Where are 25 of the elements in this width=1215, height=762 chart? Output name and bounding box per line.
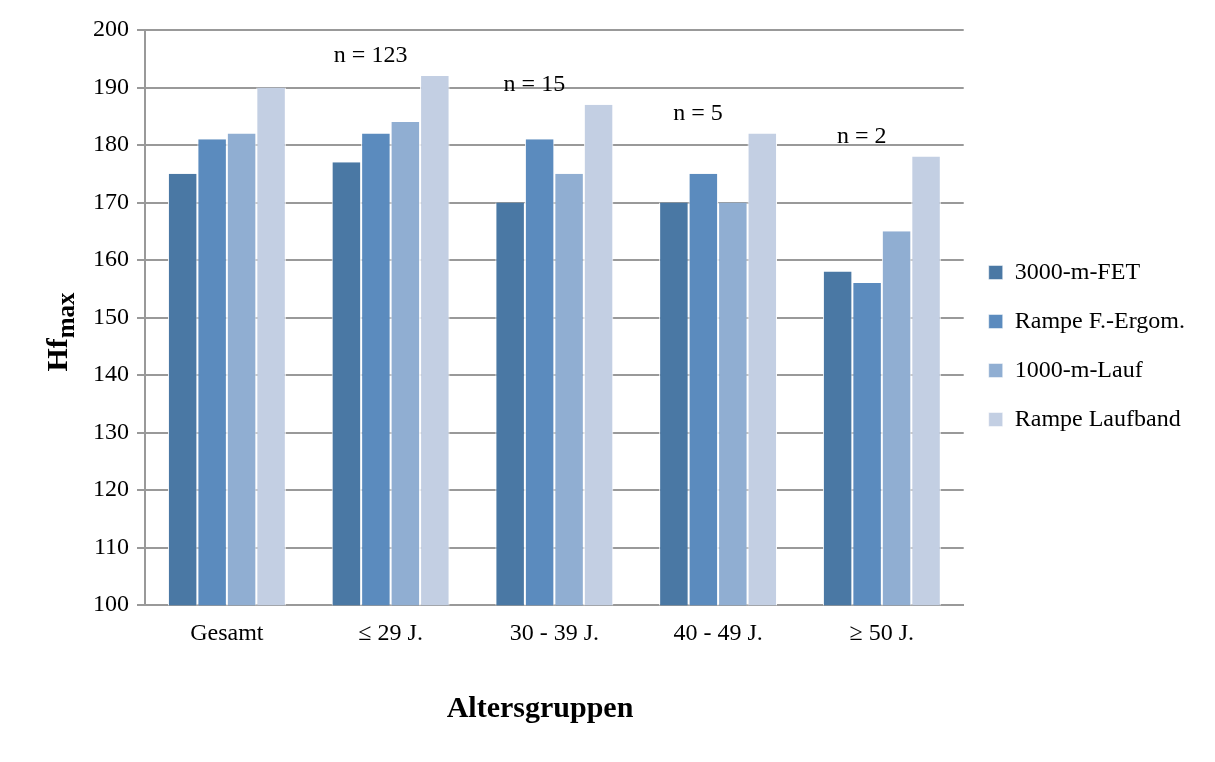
y-tick-label: 200 <box>93 15 129 42</box>
x-tick-label: ≤ 29 J. <box>358 618 423 645</box>
x-tick-label: ≥ 50 J. <box>849 618 915 645</box>
y-tick-label: 100 <box>93 590 129 617</box>
annotation: n = 123 <box>333 41 408 68</box>
legend-label: Rampe F.-Ergom. <box>1014 306 1186 333</box>
x-tick-label: 30 - 39 J. <box>509 618 600 645</box>
y-tick-label: 150 <box>93 302 129 329</box>
y-tick-label: 170 <box>93 187 129 214</box>
y-tick-label: 130 <box>93 417 129 444</box>
legend-label: 1000-m-Lauf <box>1014 355 1143 382</box>
annotation: n = 15 <box>503 70 566 97</box>
legend-label: 3000-m-FET <box>1014 257 1141 284</box>
annotation: n = 2 <box>837 121 887 148</box>
x-axis-title: Altersgruppen <box>445 690 635 724</box>
x-tick-label: 40 - 49 J. <box>673 618 763 645</box>
y-tick-label: 140 <box>93 360 129 387</box>
y-tick-label: 190 <box>93 72 129 99</box>
x-tick-label: Gesamt <box>190 618 264 645</box>
y-tick-label: 160 <box>93 245 129 272</box>
y-tick-label: 110 <box>93 532 129 559</box>
annotation: n = 5 <box>673 98 723 125</box>
legend-label: Rampe Laufband <box>1014 404 1181 431</box>
y-tick-label: 120 <box>93 475 129 502</box>
y-tick-label: 180 <box>93 130 129 157</box>
